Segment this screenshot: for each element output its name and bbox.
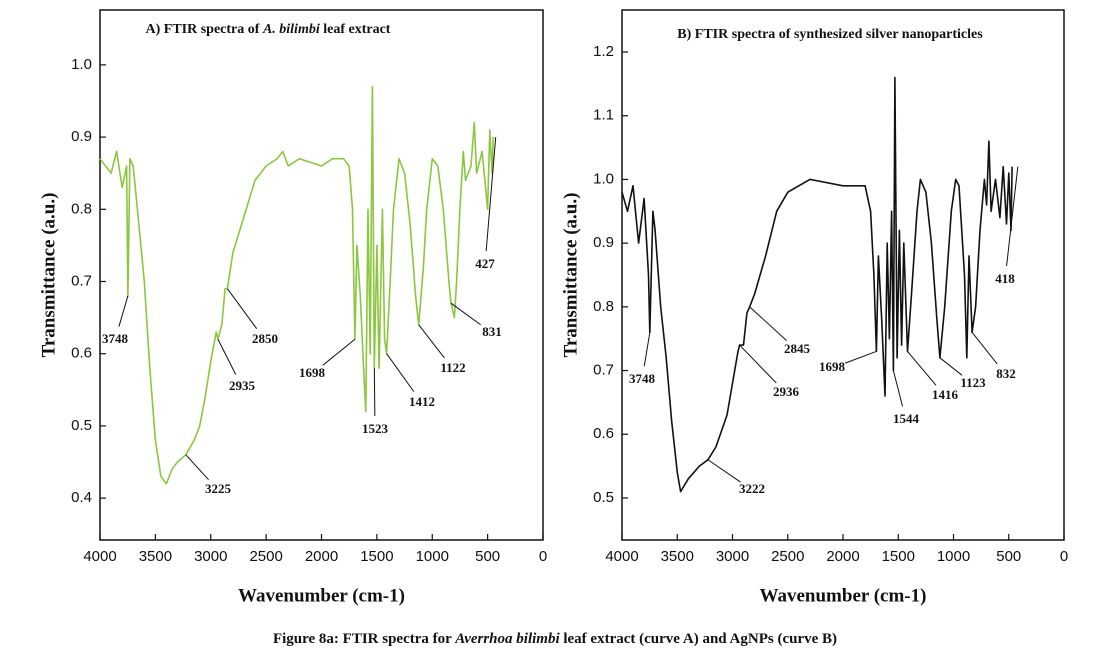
figure-caption: Figure 8a: FTIR spectra for Averrhoa bil… (273, 631, 837, 647)
annotation-label: 1523 (362, 421, 389, 436)
annotation-leader (322, 338, 356, 366)
chart-title-part: B) FTIR spectra of synthesized silver na… (677, 27, 983, 42)
y-axis-label: Transmittance (a.u.) (560, 193, 581, 358)
y-axis-label: Transmittance (a.u.) (38, 193, 59, 358)
annotation-leader (217, 339, 237, 375)
annotation-label: 1122 (440, 360, 465, 375)
y-tick-label: 0.7 (71, 272, 92, 289)
annotation-leader (739, 344, 777, 384)
x-tick-label: 4000 (605, 548, 638, 565)
annotation-label: 2935 (229, 378, 256, 393)
x-tick-label: 3500 (139, 548, 172, 565)
annotation-leader (185, 454, 209, 481)
figure-caption-part: Averrhoa bilimbi (454, 631, 560, 647)
x-tick-label: 0 (539, 548, 547, 565)
x-tick-label: 1000 (937, 548, 970, 565)
x-tick-label: 4000 (83, 548, 116, 565)
y-tick-label: 1.0 (71, 56, 92, 73)
x-tick-label: 2500 (249, 548, 282, 565)
y-tick-label: 1.0 (593, 170, 614, 187)
x-axis-label: Wavenumber (cm-1) (238, 585, 405, 606)
y-tick-label: 0.5 (593, 489, 614, 506)
y-tick-label: 1.2 (593, 43, 614, 60)
annotation-leader (971, 332, 998, 365)
x-tick-label: 1500 (360, 548, 393, 565)
annotation-label: 2936 (773, 384, 800, 399)
x-tick-label: 2000 (305, 548, 338, 565)
y-tick-label: 0.6 (593, 425, 614, 442)
annotation-leader (226, 288, 258, 330)
chart-title-part: A) FTIR spectra of (146, 22, 263, 37)
figure-caption-part: leaf extract (curve A) and AgNPs (curve … (560, 631, 837, 647)
annotation-leader (907, 351, 937, 386)
x-tick-label: 3000 (194, 548, 227, 565)
plot-frame (99, 9, 544, 541)
annotation-leader (485, 137, 497, 252)
annotation-leader (707, 459, 741, 483)
y-tick-label: 0.5 (71, 417, 92, 434)
annotation-label: 427 (475, 256, 495, 271)
annotation-leader (418, 324, 445, 359)
y-tick-label: 0.7 (593, 362, 614, 379)
annotation-label: 1698 (819, 359, 846, 374)
y-tick-label: 0.6 (71, 345, 92, 362)
chart-title: A) FTIR spectra of A. bilimbi leaf extra… (146, 22, 391, 37)
annotation-leader (1006, 166, 1019, 267)
annotation-label: 3225 (205, 481, 232, 496)
annotation-leader (749, 306, 787, 341)
y-tick-label: 0.4 (71, 489, 92, 506)
annotation-label: 3222 (739, 481, 765, 496)
x-tick-label: 3500 (661, 548, 694, 565)
x-tick-label: 3000 (716, 548, 749, 565)
x-tick-label: 500 (996, 548, 1021, 565)
x-tick-label: 1500 (882, 548, 915, 565)
annotation-label: 1698 (299, 365, 326, 380)
figure-caption-part: Figure 8a: FTIR spectra for (273, 631, 455, 647)
annotation-leader (844, 350, 877, 364)
chart-title: B) FTIR spectra of synthesized silver na… (677, 27, 983, 42)
annotation-leader (118, 295, 129, 327)
annotation-label: 1123 (960, 375, 986, 390)
annotation-label: 3748 (102, 331, 129, 346)
x-axis-label: Wavenumber (cm-1) (760, 585, 927, 606)
annotation-label: 418 (995, 271, 1015, 286)
annotation-leader (386, 353, 415, 392)
annotation-label: 831 (482, 324, 502, 339)
spectrum-line (99, 85, 494, 485)
annotation-leader (643, 332, 651, 367)
annotation-label: 832 (996, 366, 1016, 381)
annotation-label: 2845 (784, 341, 811, 356)
annotation-label: 1412 (409, 394, 435, 409)
annotation-leader (939, 357, 963, 376)
annotation-label: 1416 (932, 387, 959, 402)
annotation-label: 3748 (629, 371, 656, 386)
annotation-label: 1544 (893, 411, 920, 426)
y-tick-label: 0.9 (71, 128, 92, 145)
x-tick-label: 0 (1060, 548, 1068, 565)
y-tick-label: 0.8 (593, 298, 614, 315)
annotation-label: 2850 (252, 331, 278, 346)
chart-title-part: A. bilimbi (262, 22, 320, 37)
x-tick-label: 2000 (826, 548, 859, 565)
x-tick-label: 1000 (416, 548, 449, 565)
x-tick-label: 2500 (771, 548, 804, 565)
annotation-leader (373, 368, 376, 417)
y-tick-label: 0.8 (71, 200, 92, 217)
annotation-leader (450, 302, 481, 326)
x-tick-label: 500 (475, 548, 500, 565)
annotation-leader (892, 370, 904, 407)
y-tick-label: 0.9 (593, 234, 614, 251)
spectrum-line (621, 76, 1013, 493)
chart-title-part: leaf extract (320, 22, 391, 37)
y-tick-label: 1.1 (593, 107, 614, 124)
